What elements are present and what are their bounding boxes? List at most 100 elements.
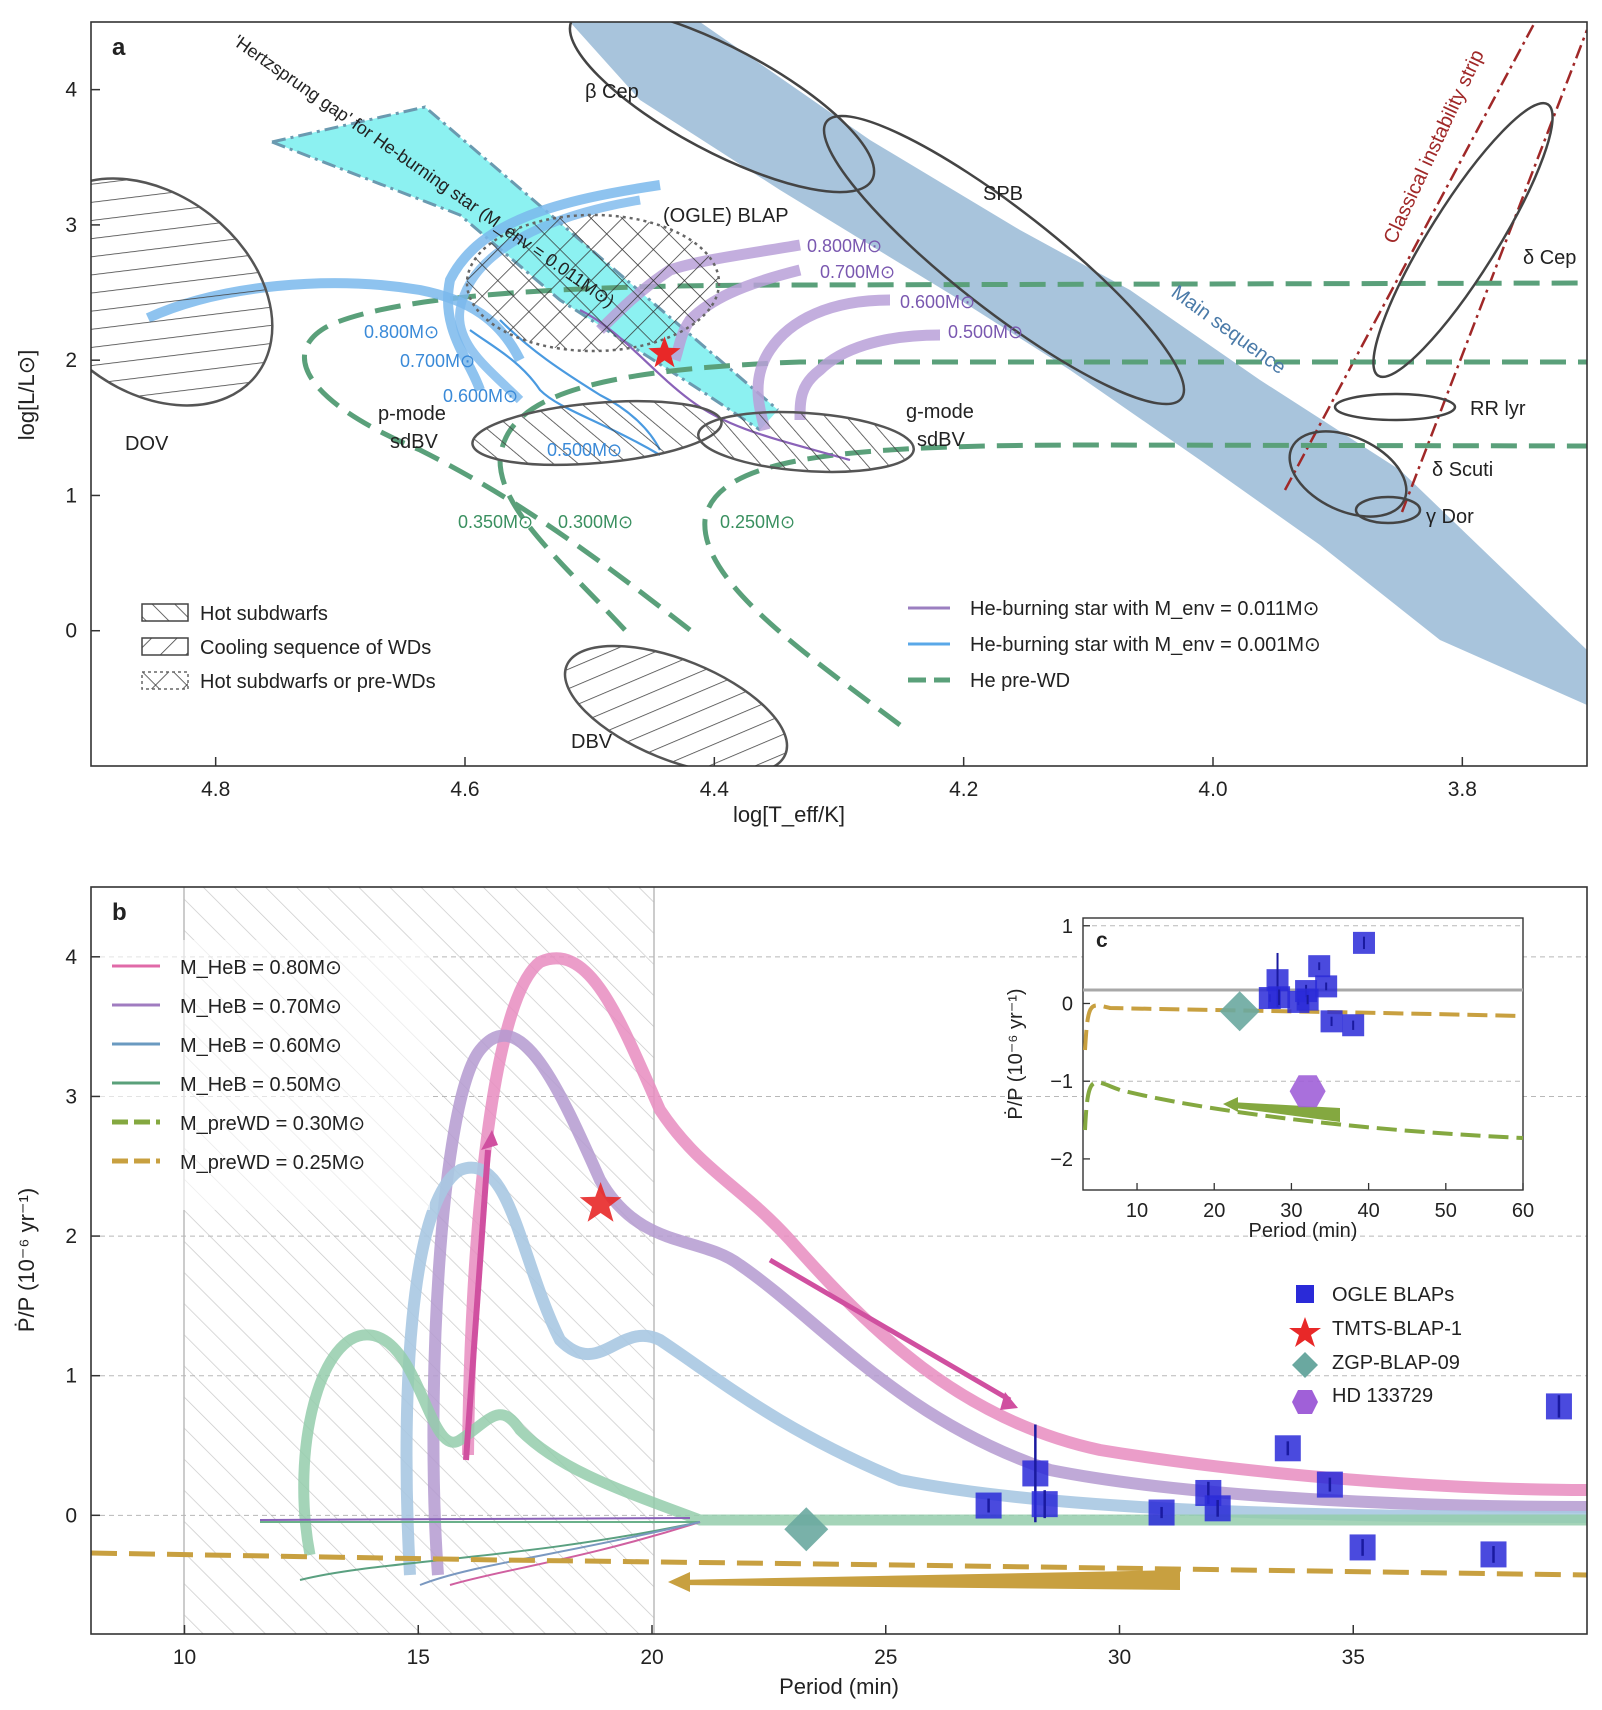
track-label-blue-070: 0.700M⊙ (400, 351, 475, 371)
track-label-purple-080: 0.800M⊙ (807, 236, 882, 256)
region-delta-scuti (1288, 430, 1408, 518)
legend-a-right-2: He pre-WD (970, 670, 1070, 692)
inset-track-prewd-030 (1083, 1080, 1523, 1140)
label-delta-scuti: δ Scuti (1432, 459, 1493, 481)
region-gamma-dor (1354, 495, 1422, 525)
b-xtick-2: 20 (640, 1646, 663, 1669)
inset-c-frame (1082, 917, 1524, 1191)
label-rr-lyr: RR lyr (1470, 398, 1526, 420)
c-ytick-0: 1 (1062, 916, 1073, 938)
label-beta-cep: β Cep (585, 81, 639, 103)
track-label-green-350: 0.350M⊙ (458, 512, 533, 532)
label-spb: SPB (983, 183, 1023, 205)
track-heb-060 (400, 1161, 1587, 1576)
a-xtick-5: 3.8 (1448, 778, 1477, 801)
legend-marker-1: TMTS-BLAP-1 (1332, 1318, 1462, 1340)
legend-a-right-0: He-burning star with M_env = 0.011M⊙ (970, 598, 1319, 620)
track-labels: 0.800M⊙ 0.700M⊙ 0.600M⊙ 0.500M⊙ 0.800M⊙ … (364, 236, 1023, 532)
panel-a (91, 22, 1587, 766)
axis-a-xlabel: log[T_eff/K] (733, 802, 845, 827)
c-xtick-5: 60 (1512, 1200, 1534, 1222)
label-instability-strip: Classical instability strip (1380, 46, 1489, 247)
label-p-mode-sdbv: sdBV (390, 431, 438, 453)
track-label-purple-050: 0.500M⊙ (948, 322, 1023, 342)
label-g-mode: g-mode (906, 401, 974, 423)
a-xtick-3: 4.2 (949, 778, 978, 801)
a-ytick-2: 2 (65, 349, 77, 372)
region-blap (465, 213, 721, 353)
c-xtick-3: 40 (1357, 1200, 1379, 1222)
heb-blue-thick-2 (443, 180, 661, 392)
track-label-purple-070: 0.700M⊙ (820, 262, 895, 282)
track-label-green-300: 0.300M⊙ (558, 512, 633, 532)
axis-b-xlabel: Period (min) (779, 1674, 899, 1699)
legend-b-5: M_preWD = 0.25M⊙ (180, 1152, 365, 1174)
main-sequence-band (570, 22, 1587, 705)
legend-a-left-2: Hot subdwarfs or pre-WDs (200, 671, 436, 693)
c-xtick-2: 30 (1280, 1200, 1302, 1222)
legend-b-markers: OGLE BLAPs TMTS-BLAP-1 ZGP-BLAP-09 HD 13… (1289, 1284, 1462, 1414)
b-ytick-3: 3 (65, 1085, 77, 1108)
panel-a-axes: 4.8 4.6 4.4 4.2 4.0 3.8 0 1 2 3 4 (65, 79, 1477, 801)
panel-a-label: a (112, 34, 126, 61)
region-rr-lyr (1333, 392, 1457, 422)
label-dbv: DBV (571, 731, 613, 753)
c-xtick-0: 10 (1126, 1200, 1148, 1222)
legend-marker-2: ZGP-BLAP-09 (1332, 1352, 1460, 1374)
a-ytick-1: 1 (65, 484, 77, 507)
tmts-blap-1-star (648, 336, 681, 368)
region-g-mode-sdbv (696, 410, 916, 474)
a-xtick-0: 4.8 (201, 778, 230, 801)
prewd-track-250 (702, 442, 1587, 728)
c-ytick-2: −1 (1050, 1071, 1073, 1093)
region-spb (822, 114, 1186, 406)
label-p-mode: p-mode (378, 403, 446, 425)
b-ytick-2: 2 (65, 1225, 77, 1248)
b-xtick-0: 10 (173, 1646, 196, 1669)
legend-a-left-1: Cooling sequence of WDs (200, 637, 431, 659)
inset-zgp-point (1219, 991, 1260, 1032)
panel-c-marks (1219, 931, 1375, 1108)
a-ytick-4: 4 (65, 79, 77, 102)
b-ytick-4: 4 (65, 946, 77, 969)
heb-purple-060 (752, 294, 891, 432)
prewd-track-350 (302, 280, 1587, 632)
b-ytick-0: 0 (65, 1504, 77, 1527)
panel-c (1083, 925, 1523, 1140)
track-label-blue-080: 0.800M⊙ (364, 322, 439, 342)
legend-b-left: M_HeB = 0.80M⊙ M_HeB = 0.70M⊙ M_HeB = 0.… (100, 940, 430, 1210)
legend-b-0: M_HeB = 0.80M⊙ (180, 957, 342, 979)
a-ytick-3: 3 (65, 214, 77, 237)
legend-b-4: M_preWD = 0.30M⊙ (180, 1113, 365, 1135)
axis-c-xlabel: Period (min) (1249, 1220, 1358, 1242)
a-xtick-1: 4.6 (450, 778, 479, 801)
label-hertzsprung-gap: 'Hertzsprung gap' for He-burning star (M… (229, 31, 618, 312)
zgp-blap-09-point (784, 1507, 829, 1552)
panel-b-label: b (112, 899, 127, 926)
legend-a-right-1: He-burning star with M_env = 0.001M⊙ (970, 634, 1321, 656)
legend-a-right: He-burning star with M_env = 0.011M⊙ He-… (908, 598, 1321, 692)
label-dov: DOV (125, 433, 169, 455)
c-xtick-1: 20 (1203, 1200, 1225, 1222)
region-dbv (563, 644, 789, 766)
region-beta-cep (568, 22, 876, 194)
a-xtick-4: 4.0 (1198, 778, 1227, 801)
tmts-blap-1-point (579, 1182, 622, 1222)
b-xtick-1: 15 (407, 1646, 430, 1669)
axis-a-ylabel: log[L/L⊙] (14, 350, 39, 441)
panel-b-marks (579, 1182, 1572, 1568)
label-g-mode-sdbv: sdBV (917, 429, 965, 451)
label-blap: (OGLE) BLAP (663, 205, 789, 227)
legend-b-2: M_HeB = 0.60M⊙ (180, 1035, 342, 1057)
label-gamma-dor: γ Dor (1426, 506, 1474, 528)
track-prewd-025 (91, 1550, 1587, 1578)
axis-c-ylabel: Ṗ/P (10⁻⁶ yr⁻¹) (1004, 988, 1027, 1119)
c-ytick-3: −2 (1050, 1149, 1073, 1171)
b-xtick-5: 35 (1342, 1646, 1365, 1669)
legend-b-1: M_HeB = 0.70M⊙ (180, 996, 342, 1018)
c-xtick-4: 50 (1435, 1200, 1457, 1222)
c-ytick-1: 0 (1062, 993, 1073, 1015)
heb-purple-050 (794, 329, 941, 421)
